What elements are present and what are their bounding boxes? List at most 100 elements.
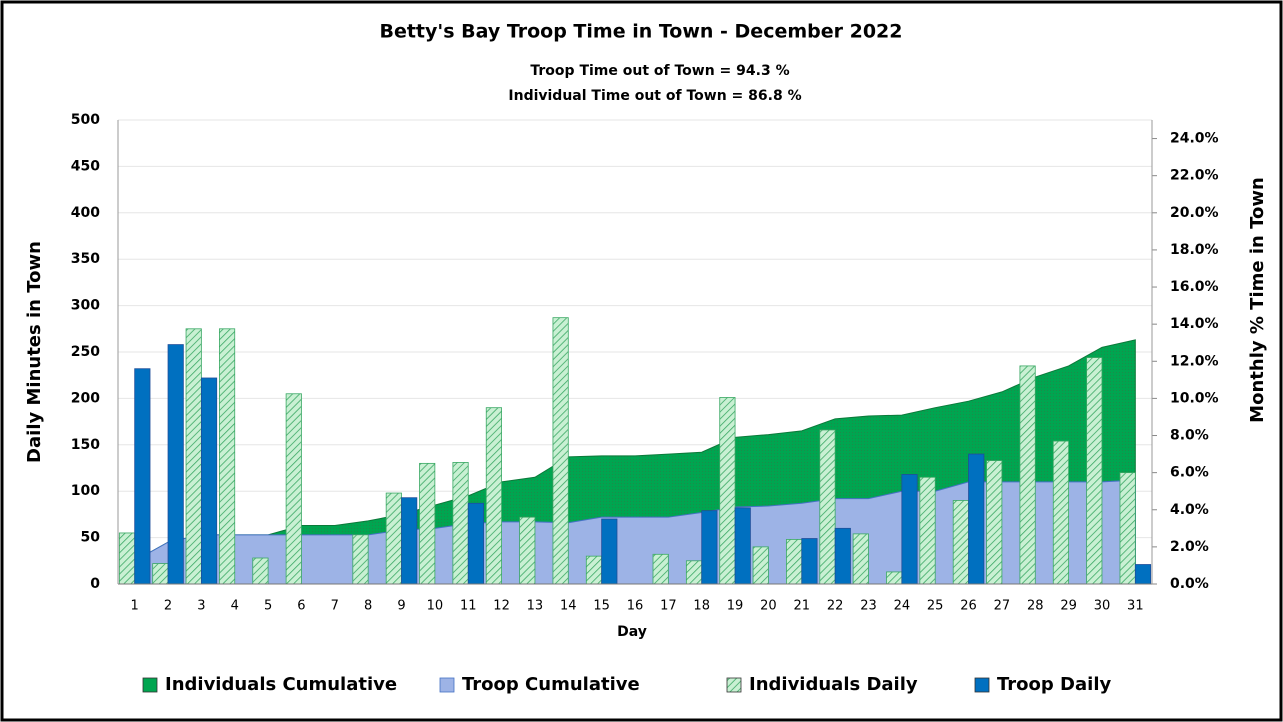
bar (1052, 440, 1070, 585)
x-axis-title: Day (617, 624, 647, 640)
bar (252, 557, 269, 585)
y2-tick-label: 20.0% (1170, 205, 1219, 221)
bar (601, 518, 618, 585)
y-tick-label: 100 (71, 483, 100, 499)
bar (701, 510, 718, 585)
bar (152, 563, 169, 585)
y2-tick-label: 2.0% (1170, 539, 1209, 555)
x-tick-label: 9 (397, 599, 405, 614)
bar (552, 317, 569, 585)
x-tick-label: 14 (560, 599, 577, 614)
y2-tick-label: 0.0% (1170, 576, 1209, 592)
x-tick-label: 21 (794, 599, 811, 614)
bar (200, 377, 218, 585)
x-tick-label: 11 (460, 599, 477, 614)
x-tick-label: 16 (627, 599, 644, 614)
bar (801, 538, 818, 585)
x-tick-label: 27 (994, 599, 1011, 614)
x-tick-label: 2 (164, 599, 172, 614)
legend-label: Individuals Daily (749, 674, 918, 695)
x-tick-label: 22 (827, 599, 844, 614)
x-tick-label: 24 (894, 599, 911, 614)
legend-label: Individuals Cumulative (165, 674, 397, 695)
bar (819, 429, 836, 585)
x-tick-label: 7 (331, 599, 339, 614)
x-tick-label: 28 (1027, 599, 1044, 614)
bar (134, 368, 151, 585)
bar (285, 393, 302, 585)
x-tick-label: 31 (1127, 599, 1144, 614)
x-tick-label: 8 (364, 599, 372, 614)
bar (834, 527, 851, 585)
x-tick-label: 20 (760, 599, 777, 614)
x-tick-label: 3 (197, 599, 205, 614)
area (134, 479, 1136, 585)
legend-swatch (726, 677, 742, 693)
bar (167, 344, 184, 585)
y-tick-label: 50 (81, 530, 101, 546)
bar (452, 462, 469, 585)
x-tick-label: 25 (927, 599, 944, 614)
y2-tick-label: 12.0% (1170, 353, 1219, 369)
legend-swatch (974, 677, 990, 693)
y-tick-label: 150 (71, 437, 100, 453)
bar (901, 474, 918, 585)
bar (968, 453, 985, 585)
bar (185, 328, 202, 585)
bar (467, 502, 484, 585)
y2-tick-label: 18.0% (1170, 242, 1219, 258)
x-tick-label: 1 (131, 599, 139, 614)
y2-tick-label: 24.0% (1170, 131, 1219, 147)
y2-tick-label: 10.0% (1170, 390, 1219, 406)
x-tick-label: 17 (660, 599, 677, 614)
y2-axis-title: Monthly % Time in Town (1247, 177, 1268, 423)
bar (1019, 365, 1036, 585)
y2-tick-label: 16.0% (1170, 279, 1219, 295)
x-tick-label: 19 (727, 599, 744, 614)
y2-tick-label: 8.0% (1170, 428, 1209, 444)
bar (952, 500, 969, 585)
bar (401, 497, 418, 585)
x-tick-label: 4 (231, 599, 239, 614)
legend-swatch (439, 677, 455, 693)
legend-swatch (142, 677, 158, 693)
y2-tick-label: 4.0% (1170, 502, 1209, 518)
x-tick-label: 13 (527, 599, 544, 614)
bar (218, 328, 236, 585)
bar (352, 534, 369, 585)
x-tick-label: 12 (493, 599, 510, 614)
bar (652, 553, 669, 585)
y-tick-label: 350 (71, 251, 100, 267)
bar (852, 533, 869, 585)
bar (734, 507, 751, 585)
y2-tick-label: 22.0% (1170, 168, 1219, 184)
y-tick-label: 200 (71, 390, 100, 406)
bar (1086, 357, 1103, 585)
bar (485, 407, 502, 585)
y2-tick-label: 14.0% (1170, 316, 1219, 332)
x-tick-label: 29 (1060, 599, 1077, 614)
y-tick-label: 500 (71, 112, 100, 128)
x-tick-label: 23 (860, 599, 877, 614)
bar (419, 462, 436, 585)
x-tick-label: 15 (593, 599, 610, 614)
bar (719, 397, 736, 585)
y-tick-label: 0 (90, 576, 100, 592)
bar (786, 539, 803, 585)
bar (1119, 472, 1136, 585)
x-tick-label: 18 (693, 599, 710, 614)
bar (919, 476, 936, 585)
x-tick-label: 5 (264, 599, 272, 614)
x-tick-label: 30 (1094, 599, 1111, 614)
bar (986, 460, 1003, 585)
legend-label: Troop Daily (997, 674, 1111, 695)
bar (1134, 564, 1152, 585)
bar (519, 516, 536, 585)
bar (585, 555, 603, 585)
subtitle: Troop Time out of Town = 94.3 % (530, 63, 789, 79)
y-tick-label: 400 (71, 205, 100, 221)
y-tick-label: 250 (71, 344, 100, 360)
x-tick-label: 10 (427, 599, 444, 614)
